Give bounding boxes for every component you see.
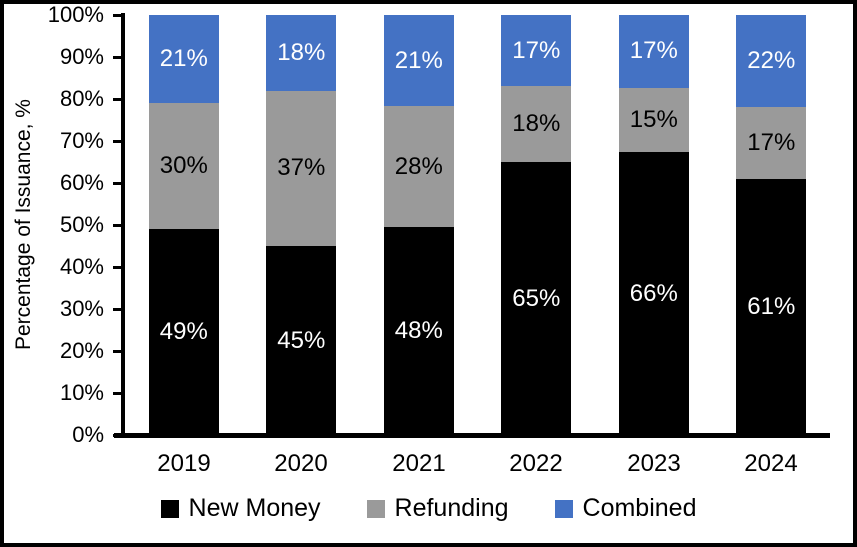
y-tick-mark (113, 98, 122, 101)
segment-label: 17% (629, 37, 678, 65)
x-axis-line (114, 433, 830, 438)
bar-2020: 18% 37% 45% (266, 15, 337, 435)
y-tick-label: 90% (59, 44, 104, 69)
segment-combined: 21% (383, 15, 454, 107)
segment-refunding: 17% (736, 107, 807, 179)
y-tick-label: 30% (59, 296, 104, 321)
bar-2021: 21% 28% 48% (383, 15, 454, 435)
x-axis-label: 2019 (157, 450, 211, 477)
x-axis-label: 2024 (744, 450, 798, 477)
segment-combined: 22% (736, 15, 807, 108)
segment-refunding: 37% (266, 90, 337, 246)
y-tick-mark (113, 56, 122, 59)
y-tick-label: 70% (59, 128, 104, 153)
segment-label: 66% (629, 279, 678, 307)
segment-label: 28% (394, 152, 443, 180)
segment-label: 37% (277, 154, 326, 182)
legend: New Money Refunding Combined (4, 494, 853, 523)
segment-label: 18% (277, 38, 326, 66)
segment-new-money: 48% (383, 227, 454, 435)
segment-label: 65% (512, 284, 561, 312)
segment-label: 21% (394, 46, 443, 74)
x-axis-label: 2023 (627, 450, 681, 477)
bar-2023: 17% 15% 66% (618, 15, 689, 435)
segment-new-money: 66% (618, 152, 689, 435)
y-tick-label: 10% (59, 380, 104, 405)
y-tick-mark (113, 140, 122, 143)
segment-refunding: 18% (501, 86, 572, 162)
legend-item-refunding: Refunding (366, 494, 509, 523)
y-tick-mark (113, 182, 122, 185)
segment-label: 49% (159, 318, 208, 346)
legend-label: Combined (582, 494, 697, 522)
x-axis-label: 2022 (509, 450, 563, 477)
segment-combined: 17% (618, 15, 689, 88)
segment-label: 18% (512, 110, 561, 138)
segment-label: 48% (394, 317, 443, 345)
segment-new-money: 61% (736, 178, 807, 435)
y-tick-mark (113, 350, 122, 353)
segment-label: 45% (277, 326, 326, 354)
segment-label: 17% (747, 129, 796, 157)
segment-new-money: 45% (266, 246, 337, 435)
segment-combined: 21% (148, 15, 219, 104)
segment-label: 30% (159, 152, 208, 180)
segment-refunding: 30% (148, 103, 219, 230)
segment-new-money: 49% (148, 229, 219, 435)
legend-swatch-combined (554, 499, 573, 518)
y-tick-mark (113, 392, 122, 395)
y-tick-label: 40% (59, 254, 104, 279)
y-tick-label: 80% (59, 86, 104, 111)
y-tick-mark (113, 224, 122, 227)
bar-2019: 21% 30% 49% (148, 15, 219, 435)
y-tick-label: 100% (47, 2, 104, 27)
legend-item-combined: Combined (554, 494, 697, 523)
segment-label: 21% (159, 45, 208, 73)
x-axis-label: 2020 (274, 450, 328, 477)
y-tick-label: 50% (59, 212, 104, 237)
y-tick-mark (113, 434, 122, 437)
segment-combined: 18% (266, 15, 337, 91)
segment-label: 15% (629, 106, 678, 134)
y-tick-label: 60% (59, 170, 104, 195)
segment-label: 22% (747, 47, 796, 75)
y-tick-label: 0% (72, 422, 104, 447)
segment-refunding: 15% (618, 87, 689, 153)
x-axis-label: 2021 (392, 450, 446, 477)
legend-item-new-money: New Money (160, 494, 321, 523)
y-tick-label: 20% (59, 338, 104, 363)
legend-swatch-new-money (160, 499, 179, 518)
segment-combined: 17% (501, 15, 572, 87)
y-axis-line (121, 13, 125, 438)
segment-label: 61% (747, 292, 796, 320)
legend-label: Refunding (394, 494, 509, 522)
bar-2022: 17% 18% 65% (501, 15, 572, 435)
y-tick-mark (113, 14, 122, 17)
legend-swatch-refunding (366, 499, 385, 518)
segment-new-money: 65% (501, 162, 572, 435)
bar-2024: 22% 17% 61% (736, 15, 807, 435)
segment-label: 17% (512, 36, 561, 64)
y-tick-mark (113, 266, 122, 269)
segment-refunding: 28% (383, 106, 454, 228)
y-tick-mark (113, 308, 122, 311)
plot-area: 21% 30% 49% 18% 37% 45% 21% 28% 48% 17% 18% 65% 17% 1… (125, 15, 830, 435)
legend-label: New Money (188, 494, 321, 522)
